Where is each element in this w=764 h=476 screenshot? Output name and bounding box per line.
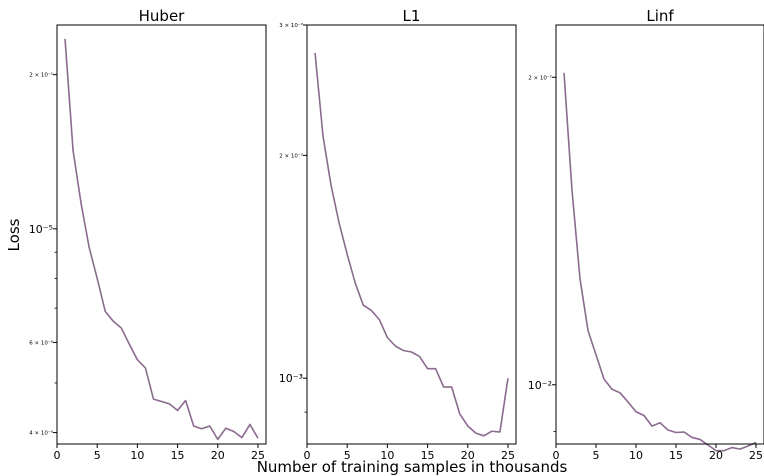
x-tick-label: 0 (304, 449, 311, 462)
x-tick-label: 5 (344, 449, 351, 462)
x-tick-label: 10 (380, 449, 394, 462)
chart-title: Linf (646, 7, 674, 25)
y-tick-label: 10⁻³ (279, 372, 303, 385)
y-tick-label: 4 × 10⁻⁶ (29, 430, 54, 437)
panel-linf: Linf 0 5 10 15 20 25 2 × 10⁻² 10⁻² (528, 7, 764, 462)
x-tick-label: 15 (421, 449, 435, 462)
x-tick-label: 0 (553, 449, 560, 462)
y-axis-label: Loss (5, 218, 23, 251)
chart-title: L1 (403, 7, 421, 25)
x-tick-label: 10 (130, 449, 144, 462)
x-tick-label: 25 (749, 449, 763, 462)
x-tick-label: 10 (629, 449, 643, 462)
x-tick-label: 15 (171, 449, 185, 462)
x-tick-label: 15 (669, 449, 683, 462)
panel-huber: Huber 0 5 10 15 20 25 2 × 10⁻⁵ 10⁻⁵ 6 × 10⁻⁶ 4 × 1… (29, 7, 267, 462)
panel-l1: L1 0 5 10 15 20 25 3 × 10⁻³ 2 × 10⁻³ 10⁻³ (279, 7, 517, 462)
y-tick-label: 2 × 10⁻² (528, 74, 552, 81)
x-tick-label: 25 (251, 449, 265, 462)
x-tick-label: 25 (501, 449, 515, 462)
axes-frame (56, 24, 267, 445)
series-line (563, 72, 757, 452)
panels: Huber 0 5 10 15 20 25 2 × 10⁻⁵ 10⁻⁵ 6 × 10⁻⁶ 4 × 1… (29, 7, 764, 462)
x-tick-label: 20 (211, 449, 225, 462)
y-tick-label: 2 × 10⁻³ (279, 152, 303, 159)
series-line (314, 52, 509, 437)
y-tick-label: 10⁻² (528, 379, 552, 392)
x-tick-label: 20 (461, 449, 475, 462)
y-tick-label: 6 × 10⁻⁶ (29, 339, 54, 346)
axes-frame (555, 24, 764, 445)
axes-frame (306, 24, 517, 445)
x-tick-label: 5 (593, 449, 600, 462)
y-tick-label: 3 × 10⁻³ (279, 22, 303, 29)
x-axis-label: Number of training samples in thousands (257, 458, 568, 476)
chart-title: Huber (139, 7, 186, 25)
x-tick-label: 0 (54, 449, 61, 462)
y-tick-label: 10⁻⁵ (29, 223, 53, 236)
x-tick-label: 5 (94, 449, 101, 462)
x-tick-label: 20 (709, 449, 723, 462)
series-line (64, 38, 259, 441)
y-tick-label: 2 × 10⁻⁵ (29, 72, 53, 79)
